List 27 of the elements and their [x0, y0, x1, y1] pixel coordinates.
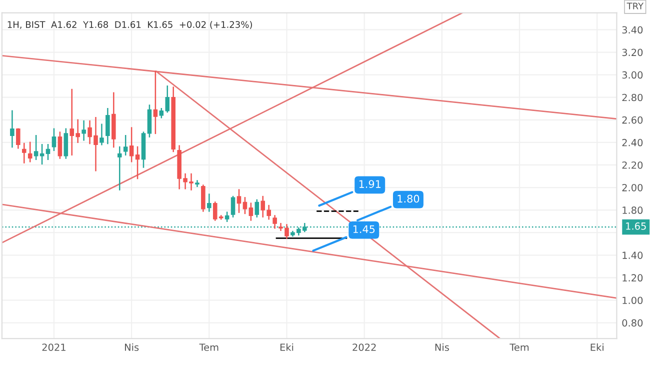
annotation: 1.80 — [398, 194, 420, 203]
y-tick-label: 2.20 — [622, 161, 643, 169]
text: 1H, BIST A1.62 Y1.68 D1.61 K1.65 +0.02 (+1.23%) — [8, 20, 252, 30]
x-tick-label: Tem — [510, 344, 529, 351]
y-tick-label: 1.80 — [622, 206, 643, 214]
y-tick-label: 2.60 — [622, 116, 643, 124]
annotation: 1.91 — [359, 180, 380, 188]
x-tick-label: 2022 — [352, 344, 376, 351]
y-tick-label: 3.00 — [622, 71, 643, 79]
x-tick-label: Nis — [435, 343, 449, 351]
x-tick-label: Tem — [199, 344, 218, 351]
x-tick-label: Eki — [280, 343, 294, 351]
y-tick-label: 1.40 — [622, 252, 643, 259]
ref-line-label: 1.65 — [626, 222, 646, 230]
x-tick-label: Nis — [125, 343, 139, 351]
y-axis-title: TRY — [626, 2, 644, 10]
y-tick-label: 2.80 — [622, 94, 643, 102]
y-tick-label: 2.40 — [622, 138, 643, 146]
x-tick-label: Eki — [590, 343, 604, 351]
y-tick-label: 2.00 — [622, 184, 643, 192]
y-tick-label: 0.80 — [622, 319, 643, 327]
y-tick-label: 1.00 — [622, 296, 643, 304]
y-tick-label: 3.20 — [622, 48, 643, 56]
x-tick-label: 2021 — [42, 344, 66, 351]
y-tick-label: 1.20 — [622, 274, 643, 282]
y-tick-label: 3.40 — [622, 26, 643, 34]
annotation: 1.45 — [353, 225, 375, 234]
